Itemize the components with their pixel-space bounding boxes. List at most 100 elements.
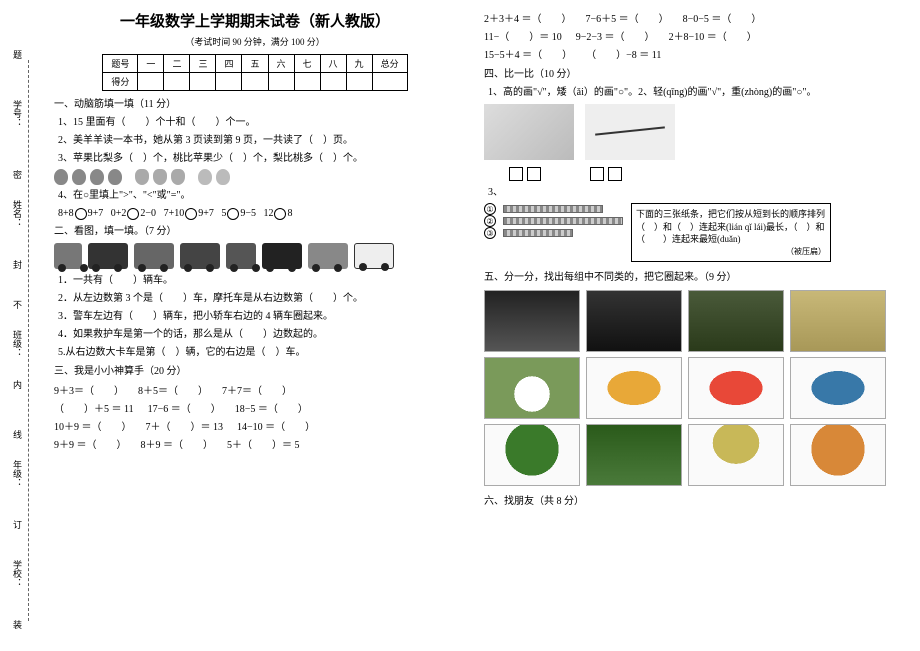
- suv-photo: [484, 290, 580, 352]
- red-fish-photo: [688, 357, 784, 419]
- compare-circle[interactable]: [274, 208, 286, 220]
- apple-icon: [72, 169, 86, 185]
- th: 九: [346, 55, 372, 73]
- compare-circle[interactable]: [227, 208, 239, 220]
- right-column: 2＋3＋4 ＝（ ） 7−6＋5 ＝（ ） 8−0−5 ＝（ ） 11−（ ）＝…: [470, 0, 920, 651]
- bind-lbl: 线: [0, 430, 24, 439]
- row-label: 得分: [103, 73, 138, 91]
- q4-1: 1、高的画"√"，矮（ǎi）的画"○"。2、轻(qīng)的画"√"，重(zhò…: [484, 85, 906, 100]
- compare-circle[interactable]: [75, 208, 87, 220]
- q1-4: 4、在○里填上">"、"<"或"="。: [54, 188, 456, 203]
- equation: 9＋9 ＝（ ）: [54, 436, 127, 451]
- pear-icon: [153, 169, 167, 185]
- binding-dashed-line: [28, 60, 29, 621]
- th: 一: [138, 55, 164, 73]
- section-3-title: 三、我是小小神算手（20 分）: [54, 364, 456, 379]
- bind-lbl: 封: [0, 260, 24, 269]
- pear-icon: [171, 169, 185, 185]
- compare-circle[interactable]: [127, 208, 139, 220]
- exam-subtitle: （考试时间 90 分钟，满分 100 分）: [54, 35, 456, 48]
- eq-row: 11−（ ）＝ 10 9−2−3 ＝（ ） 2＋8−10 ＝（ ）: [484, 28, 906, 43]
- answer-box[interactable]: [590, 167, 604, 181]
- equation: 7＋7＝（ ）: [222, 382, 292, 397]
- q4-3: 3、: [484, 185, 906, 200]
- round-tree-photo: [484, 424, 580, 486]
- ambulance-icon: [354, 243, 394, 269]
- q2-4: 4．如果救护车是第一个的话，那么是从（ ）边数起的。: [54, 327, 456, 342]
- th: 题号: [103, 55, 138, 73]
- equation: 17−6 ＝（ ）: [148, 400, 221, 415]
- th: 五: [242, 55, 268, 73]
- bus-photo: [790, 290, 886, 352]
- eq-row: 2＋3＋4 ＝（ ） 7−6＋5 ＝（ ） 8−0−5 ＝（ ）: [484, 10, 906, 25]
- bind-lbl: 年级：: [0, 460, 24, 487]
- left-column: 一年级数学上学期期末试卷（新人教版） （考试时间 90 分钟，满分 100 分）…: [40, 0, 470, 651]
- answer-boxes: [484, 167, 906, 181]
- motorcycle-photo: [586, 290, 682, 352]
- paper-strip: [503, 229, 573, 237]
- bind-lbl: 班级：: [0, 330, 24, 357]
- equation: 5＋（ ）＝ 5: [227, 436, 300, 451]
- th: 总分: [372, 55, 407, 73]
- equation: 14−10 ＝（ ）: [237, 418, 315, 433]
- apple-icon: [90, 169, 104, 185]
- paper-strip: [503, 205, 603, 213]
- fruit-row: [54, 169, 456, 185]
- eq-row: （ ）＋5 ＝ 11 17−6 ＝（ ） 18−5 ＝（ ）: [54, 400, 456, 415]
- equation: 18−5 ＝（ ）: [235, 400, 308, 415]
- section-6-title: 六、找朋友（共 8 分）: [484, 494, 906, 509]
- answer-box[interactable]: [509, 167, 523, 181]
- pear-icon: [135, 169, 149, 185]
- exam-title: 一年级数学上学期期末试卷（新人教版）: [54, 10, 456, 31]
- equation: 10＋9 ＝（ ）: [54, 418, 132, 433]
- th: 八: [320, 55, 346, 73]
- van-icon: [134, 243, 174, 269]
- equation: 7−6＋5 ＝（ ）: [586, 10, 669, 25]
- car-icon: [88, 243, 128, 269]
- truck-icon: [180, 243, 220, 269]
- circ-1: ①: [484, 203, 496, 215]
- equation: 8−0−5 ＝（ ）: [683, 10, 762, 25]
- equation: 2＋3＋4 ＝（ ）: [484, 10, 572, 25]
- vehicle-photo-row: [484, 290, 906, 352]
- balance-image: [585, 104, 675, 160]
- goldfish-photo: [586, 357, 682, 419]
- bind-lbl: 内: [0, 380, 24, 389]
- animal-photo-row: [484, 357, 906, 419]
- peach-icon: [198, 169, 212, 185]
- equation: 2＋8−10 ＝（ ）: [669, 28, 757, 43]
- bus-icon: [308, 243, 348, 269]
- answer-box[interactable]: [608, 167, 622, 181]
- rabbit-photo: [484, 357, 580, 419]
- th: 二: [164, 55, 190, 73]
- paper-strip: [503, 217, 623, 225]
- apple-icon: [54, 169, 68, 185]
- circ-2: ②: [484, 215, 496, 227]
- th: 六: [268, 55, 294, 73]
- th: 七: [294, 55, 320, 73]
- q2-1: 1．一共有（ ）辆车。: [54, 273, 456, 288]
- police-car-icon: [262, 243, 302, 269]
- answer-box[interactable]: [527, 167, 541, 181]
- circ-3: ③: [484, 227, 496, 239]
- plant-photo-row: [484, 424, 906, 486]
- compare-circle[interactable]: [185, 208, 197, 220]
- compare-images: [484, 104, 906, 163]
- bind-lbl: 题: [0, 50, 24, 59]
- blue-fish-photo: [790, 357, 886, 419]
- eq-row: 9＋3＝（ ） 8＋5＝（ ） 7＋7＝（ ）: [54, 382, 456, 397]
- autumn-tree-photo: [790, 424, 886, 486]
- eq-row: 15−5＋4 ＝（ ） （ ）−8 ＝ 11: [484, 46, 906, 61]
- infobox-note: （被压扁）: [636, 246, 826, 257]
- apple-icon: [108, 169, 122, 185]
- score-header-row: 题号 一 二 三 四 五 六 七 八 九 总分: [103, 55, 407, 73]
- equation: 11−（ ）＝ 10: [484, 28, 562, 43]
- peach-icon: [216, 169, 230, 185]
- q2-3: 3．警车左边有（ ）辆车，把小轿车右边的 4 辆车圈起来。: [54, 309, 456, 324]
- wheat-photo: [688, 424, 784, 486]
- eq-row: 10＋9 ＝（ ） 7＋（ ）＝ 13 14−10 ＝（ ）: [54, 418, 456, 433]
- motorcycle-icon: [226, 243, 256, 269]
- slide-image: [484, 104, 574, 160]
- q1-3: 3、苹果比梨多（ ）个，桃比苹果少（ ）个，梨比桃多（ ）个。: [54, 151, 456, 166]
- equation: （ ）−8 ＝ 11: [586, 46, 661, 61]
